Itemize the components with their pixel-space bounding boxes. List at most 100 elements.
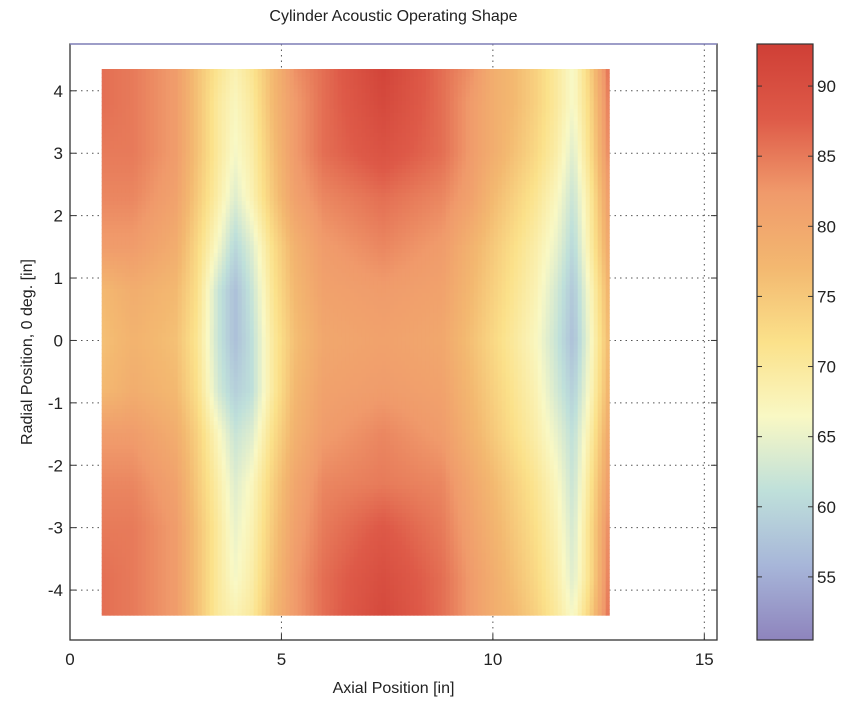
heatmap-cell	[105, 221, 111, 226]
heatmap-cell	[421, 209, 427, 214]
heatmap-cell	[385, 165, 391, 170]
heatmap-cell	[149, 185, 155, 190]
heatmap-cell	[221, 189, 227, 194]
heatmap-cell	[561, 201, 567, 206]
heatmap-cell	[173, 169, 179, 174]
heatmap-cell	[265, 161, 271, 166]
heatmap-cell	[505, 213, 511, 218]
heatmap-cell	[301, 213, 307, 218]
heatmap-cell	[337, 125, 343, 130]
heatmap-cell	[565, 69, 571, 74]
heatmap-cell	[233, 177, 239, 182]
heatmap-cell	[133, 69, 139, 74]
heatmap-cell	[293, 209, 299, 214]
heatmap-cell	[553, 109, 559, 114]
heatmap-cell	[173, 149, 179, 154]
heatmap-cell	[453, 69, 459, 74]
heatmap-cell	[313, 173, 319, 178]
heatmap-cell	[345, 77, 351, 82]
heatmap-cell	[141, 197, 147, 202]
heatmap-cell	[589, 217, 595, 222]
heatmap-cell	[165, 221, 171, 226]
heatmap-cell	[325, 209, 331, 214]
heatmap-cell	[497, 77, 503, 82]
heatmap-cell	[533, 161, 539, 166]
heatmap-cell	[157, 165, 163, 170]
heatmap-cell	[373, 97, 379, 102]
heatmap-cell	[581, 101, 587, 106]
heatmap-cell	[585, 185, 591, 190]
heatmap-cell	[193, 221, 199, 226]
heatmap-cell	[489, 173, 495, 178]
heatmap-cell	[309, 209, 315, 214]
heatmap-cell	[597, 73, 603, 78]
heatmap-cell	[601, 185, 607, 190]
heatmap-cell	[365, 145, 371, 150]
heatmap-cell	[293, 125, 299, 130]
heatmap-cell	[225, 169, 231, 174]
heatmap-cell	[509, 201, 515, 206]
heatmap-cell	[161, 169, 167, 174]
heatmap-cell	[581, 137, 587, 142]
heatmap-cell	[293, 157, 299, 162]
heatmap-cell	[321, 109, 327, 114]
heatmap-cell	[333, 221, 339, 226]
heatmap-cell	[289, 73, 295, 78]
heatmap-cell	[365, 137, 371, 142]
heatmap-cell	[221, 181, 227, 186]
heatmap-cell	[181, 105, 187, 110]
heatmap-cell	[573, 169, 579, 174]
heatmap-cell	[165, 81, 171, 86]
heatmap-cell	[385, 133, 391, 138]
heatmap-cell	[121, 169, 127, 174]
heatmap-cell	[545, 89, 551, 94]
heatmap-cell	[481, 217, 487, 222]
heatmap-cell	[401, 161, 407, 166]
heatmap-cell	[589, 177, 595, 182]
heatmap-cell	[209, 193, 215, 198]
heatmap-cell	[377, 145, 383, 150]
heatmap-cell	[485, 169, 491, 174]
heatmap-cell	[469, 201, 475, 206]
heatmap-cell	[449, 217, 455, 222]
heatmap-cell	[129, 117, 135, 122]
heatmap-cell	[217, 105, 223, 110]
heatmap-cell	[433, 157, 439, 162]
heatmap-cell	[417, 141, 423, 146]
heatmap-cell	[533, 157, 539, 162]
heatmap-cell	[605, 169, 610, 174]
heatmap-cell	[601, 221, 607, 226]
heatmap-cell	[221, 113, 227, 118]
heatmap-cell	[501, 81, 507, 86]
heatmap-cell	[505, 77, 511, 82]
heatmap-cell	[289, 101, 295, 106]
heatmap-cell	[465, 201, 471, 206]
heatmap-cell	[533, 217, 539, 222]
heatmap-cell	[497, 205, 503, 210]
heatmap-cell	[165, 125, 171, 130]
heatmap-cell	[337, 205, 343, 210]
heatmap-cell	[569, 101, 575, 106]
heatmap-cell	[177, 225, 183, 230]
heatmap-cell	[405, 137, 411, 142]
heatmap-cell	[429, 165, 435, 170]
heatmap-cell	[213, 153, 219, 158]
heatmap-cell	[145, 181, 151, 186]
heatmap-cell	[393, 93, 399, 98]
heatmap-cell	[381, 193, 387, 198]
heatmap-cell	[153, 125, 159, 130]
heatmap-cell	[193, 157, 199, 162]
heatmap-cell	[429, 93, 435, 98]
heatmap-cell	[133, 97, 139, 102]
heatmap-cell	[357, 197, 363, 202]
heatmap-cell	[409, 217, 415, 222]
heatmap-cell	[241, 193, 247, 198]
heatmap-cell	[601, 81, 607, 86]
heatmap-cell	[601, 125, 607, 130]
heatmap-cell	[125, 157, 131, 162]
heatmap-cell	[469, 177, 475, 182]
heatmap-cell	[145, 97, 151, 102]
heatmap-cell	[285, 97, 291, 102]
heatmap-cell	[233, 185, 239, 190]
heatmap-cell	[377, 81, 383, 86]
